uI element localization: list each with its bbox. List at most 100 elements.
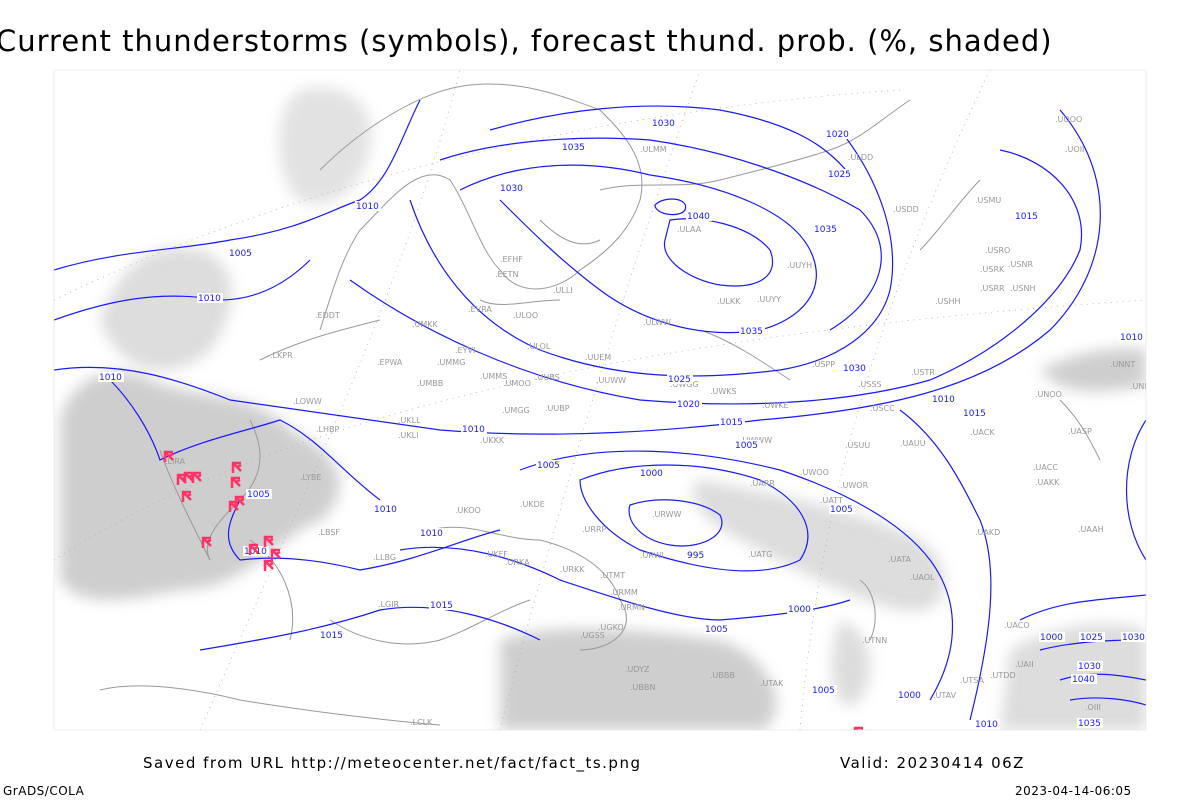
station-label: .EETN: [495, 270, 519, 279]
isobar-label: 1035: [740, 327, 763, 337]
station-label: .LOWW: [293, 397, 322, 406]
station-label: .USSS: [858, 380, 882, 389]
station-label: .ULDD: [848, 153, 873, 162]
isobar-label: 1015: [430, 601, 453, 611]
thunderstorm-symbol-icon: [853, 726, 863, 730]
station-label: .EDDT: [315, 311, 340, 320]
station-label: .EVRA: [468, 305, 492, 314]
station-label: .URMN: [618, 603, 645, 612]
station-label: .UWKE: [762, 401, 789, 410]
station-label: .UUWW: [596, 376, 626, 385]
station-label: .UGKO: [598, 623, 624, 632]
station-label: .UTNN: [862, 636, 887, 645]
isobar-label: 1015: [320, 631, 343, 641]
station-label: .UUEM: [585, 353, 611, 362]
station-label: .UWOO: [800, 468, 829, 477]
station-label: .URWW: [652, 510, 682, 519]
graticule: [54, 70, 1146, 730]
station-label: .UACO: [1004, 621, 1030, 630]
map-frame: [53, 69, 1147, 731]
station-label: .UTDD: [990, 671, 1016, 680]
station-label: .UDYZ: [625, 665, 650, 674]
station-label: .ULKK: [717, 297, 741, 306]
source-url: Saved from URL http://meteocenter.net/fa…: [143, 754, 642, 772]
isobar-label: 1040: [1072, 675, 1095, 685]
isobar-label: 1005: [229, 249, 252, 259]
thunderstorm-symbol-icon: [181, 490, 192, 502]
station-label: .ULOL: [527, 342, 551, 351]
station-label: .LKPR: [270, 351, 293, 360]
station-label: .UGSS: [580, 631, 605, 640]
station-label: .USDD: [893, 205, 919, 214]
station-label: .EYVI: [455, 346, 475, 355]
station-label: .UMKK: [412, 320, 439, 329]
station-label: .UAKK: [1035, 478, 1060, 487]
thunderstorm-symbols: [163, 450, 863, 730]
software-credit: GrADS/COLA: [3, 784, 85, 798]
station-label: .UATG: [748, 550, 772, 559]
isobar-label: 1005: [537, 461, 560, 471]
station-label: .USHH: [935, 297, 961, 306]
isobar-label: 1020: [677, 400, 700, 410]
station-label: .USRR: [980, 284, 1005, 293]
station-label: .UASP: [1068, 427, 1092, 436]
station-label: .UUBP: [545, 404, 570, 413]
isobar-label: 1015: [963, 409, 986, 419]
station-label: .UTSA: [960, 676, 985, 685]
station-label: .UUBS: [535, 373, 560, 382]
station-label: .UAKD: [975, 528, 1000, 537]
station-label: .UAOL: [910, 573, 935, 582]
thunderstorm-symbol-icon: [163, 450, 174, 462]
station-label: .UTAV: [933, 691, 957, 700]
isobar-label: 1025: [828, 170, 851, 180]
isobar-label: 1005: [705, 625, 728, 635]
valid-time: Valid: 20230414 06Z: [840, 754, 1025, 772]
isobar-label: 1040: [687, 212, 710, 222]
station-label: .ULAA: [677, 225, 702, 234]
isobar-label: 1030: [652, 119, 675, 129]
station-label: .UOOO: [1055, 115, 1082, 124]
station-label: .USCC: [870, 404, 895, 413]
thunderstorm-symbol-icon: [248, 543, 259, 555]
station-label: .UAUU: [900, 439, 926, 448]
station-label: .URMM: [610, 588, 638, 597]
isobar-label: 1005: [830, 505, 853, 515]
station-label: .UTMT: [600, 571, 625, 580]
thunderstorm-symbol-icon: [263, 535, 274, 547]
station-label: .UMGG: [502, 406, 530, 415]
isobar-label: 1000: [640, 469, 663, 479]
isobar-label: 1035: [814, 225, 837, 235]
thunderstorm-probability-shading: [60, 87, 1146, 730]
isobar-label: 1010: [198, 294, 221, 304]
thunderstorm-symbol-icon: [231, 461, 242, 473]
station-label: .UARR: [750, 479, 775, 488]
station-label: .OIII: [1085, 703, 1101, 712]
isobar-label: 1015: [720, 418, 743, 428]
station-label: .UMOO: [503, 379, 531, 388]
station-label: .ULOO: [513, 311, 538, 320]
station-label: .USTR: [911, 368, 935, 377]
isobar-label: 1030: [1078, 662, 1101, 672]
station-label: .UKLL: [398, 416, 421, 425]
isobar-label: 1005: [735, 441, 758, 451]
station-labels: .ULMM .ULDD .USDD .USMU .UOOO .UOII .ULAA .UUYH…: [165, 115, 1146, 727]
station-label: .ULMM: [640, 145, 667, 154]
station-label: .USUU: [845, 441, 870, 450]
station-label: .URKK: [560, 565, 585, 574]
station-label: .LIRA: [165, 457, 186, 466]
station-label: .UWOR: [840, 481, 869, 490]
isobars: [54, 99, 1146, 721]
station-label: .ULWW: [643, 318, 671, 327]
station-label: .UKLI: [398, 431, 418, 440]
station-label: .LYBE: [300, 473, 321, 482]
isobar-label: 1005: [812, 686, 835, 696]
station-label: .UWGG: [670, 380, 699, 389]
isobar-label: 995: [687, 551, 704, 561]
isobar-label: 1000: [788, 605, 811, 615]
station-label: .LLBG: [373, 553, 396, 562]
station-label: .USRO: [985, 246, 1010, 255]
station-label: .USMU: [975, 196, 1001, 205]
station-label: .LBSF: [318, 528, 340, 537]
isobar-label: 1020: [826, 130, 849, 140]
